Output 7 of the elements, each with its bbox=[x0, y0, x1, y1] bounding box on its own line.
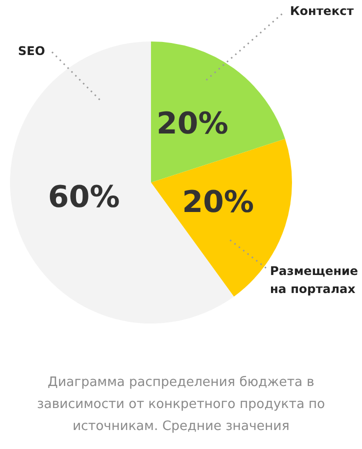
slice-label: Контекст bbox=[290, 4, 354, 18]
text: Диаграмма распределения бюджета в зависимости от конкретного продукта по источникам. Средние значения bbox=[36, 374, 326, 436]
data-label: 60% bbox=[48, 180, 120, 216]
slice-label: SEO bbox=[18, 44, 46, 58]
data-label: 20% bbox=[156, 106, 228, 142]
data-label: 20% bbox=[182, 185, 254, 220]
slice-label: Размещение на порталах bbox=[270, 264, 358, 296]
